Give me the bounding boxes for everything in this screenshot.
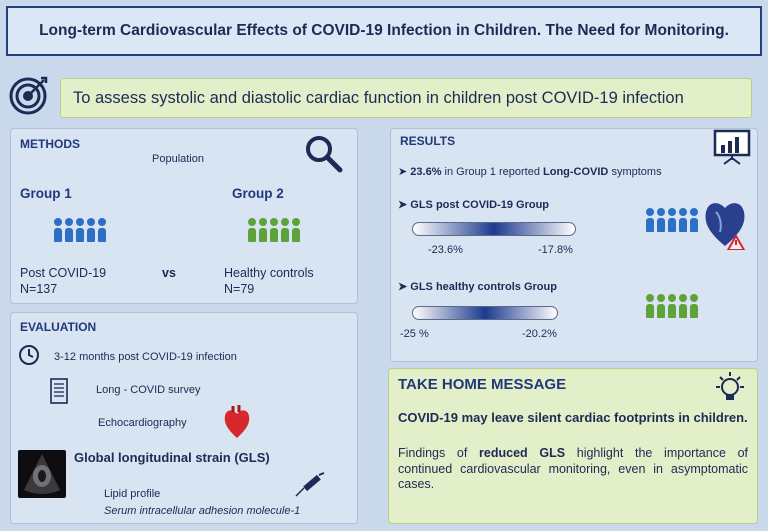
covid-group-people-icon (646, 208, 698, 232)
take-home-body-end: highlight the importance of continued ca… (398, 446, 749, 491)
results-panel (390, 128, 758, 362)
eval-icam: Serum intracellular adhesion molecule-1 (104, 505, 301, 517)
gls-healthy-label: ➤ GLS healthy controls Group (398, 280, 557, 293)
evaluation-heading: EVALUATION (20, 320, 97, 334)
group2-title: Group 2 (232, 186, 284, 201)
survey-icon (50, 378, 68, 404)
take-home-box (388, 368, 758, 524)
take-home-bold: COVID-19 may leave silent cardiac footpr… (398, 410, 748, 425)
vs-label: vs (162, 266, 176, 280)
group1-n: N=137 (20, 282, 58, 296)
group1-people-icon (54, 218, 106, 242)
eval-survey: Long - COVID survey (96, 384, 201, 396)
presentation-icon (713, 129, 751, 165)
methods-panel (10, 128, 358, 304)
clock-icon (19, 345, 39, 365)
gls-healthy-min: -25 % (400, 328, 429, 340)
gls-healthy-range-bar (412, 306, 558, 320)
gls-covid-text: GLS post COVID-19 Group (410, 199, 550, 211)
gls-covid-min: -23.6% (428, 244, 463, 256)
group1-desc: Post COVID-19 (20, 266, 107, 280)
group2-desc: Healthy controls (224, 266, 314, 280)
group1-title: Group 1 (20, 186, 72, 201)
take-home-heading: TAKE HOME MESSAGE (398, 376, 567, 393)
target-icon (9, 76, 48, 115)
take-home-body: Findings of reduced GLS highlight the im… (398, 446, 748, 493)
gls-covid-max: -17.8% (538, 244, 573, 256)
bullet-arrow-2: ➤ (398, 199, 411, 211)
group2-n: N=79 (224, 282, 255, 296)
gls-healthy-max: -20.2% (522, 328, 557, 340)
syringe-icon (295, 472, 325, 497)
aim-text: To assess systolic and diastolic cardiac… (73, 88, 684, 107)
echo-scan-graphic (24, 454, 60, 494)
gls-covid-range-bar (412, 222, 576, 236)
page-title: Long-term Cardiovascular Effects of COVI… (39, 22, 729, 39)
heart-icon (224, 405, 250, 438)
lightbulb-icon (716, 372, 744, 400)
gls-covid-label: ➤ GLS post COVID-19 Group (398, 198, 549, 211)
take-home-body-start: Findings of (398, 446, 480, 460)
bullet-arrow-3: ➤ (398, 281, 411, 293)
eval-echo: Echocardiography (98, 417, 187, 429)
results-heading: RESULTS (400, 134, 456, 148)
longcovid-pct: 23.6% (410, 166, 442, 178)
longcovid-mid: in Group 1 reported (441, 166, 543, 178)
longcovid-end: symptoms (608, 166, 662, 178)
bullet-arrow-1: ➤ (398, 166, 411, 178)
eval-gls: Global longitudinal strain (GLS) (74, 450, 270, 465)
longcovid-label: Long-COVID (543, 166, 609, 178)
take-home-body-bold: reduced GLS (479, 446, 566, 460)
gls-healthy-text: GLS healthy controls Group (410, 281, 557, 293)
healthy-group-people-icon (646, 294, 698, 318)
result-item1: ➤ 23.6% in Group 1 reported Long-COVID s… (398, 165, 662, 178)
gls-healthy-gradient (412, 306, 558, 320)
group2-people-icon (248, 218, 300, 242)
eval-timing: 3-12 months post COVID-19 infection (54, 351, 237, 363)
echo-image (18, 450, 66, 498)
gls-covid-gradient (412, 222, 576, 236)
search-icon (306, 136, 343, 173)
evaluation-panel (10, 312, 358, 524)
methods-heading: METHODS (20, 137, 80, 151)
population-label: Population (152, 153, 204, 165)
heart-warning-icon (705, 203, 746, 250)
eval-lipid: Lipid profile (104, 488, 161, 500)
aim-box: To assess systolic and diastolic cardiac… (60, 78, 752, 118)
title-banner: Long-term Cardiovascular Effects of COVI… (6, 6, 762, 56)
